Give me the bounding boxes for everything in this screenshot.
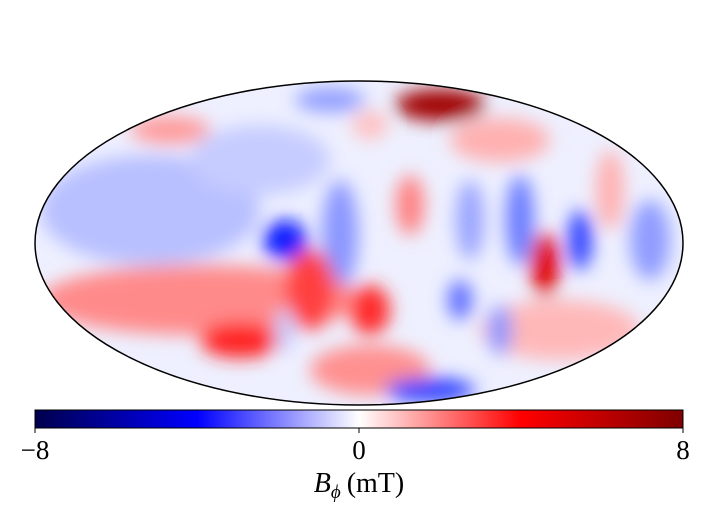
colorbar-label: Bϕ (mT) <box>314 468 404 503</box>
colorbar-tick-label: 8 <box>676 435 690 465</box>
colorbar-tick-label: −8 <box>21 435 50 465</box>
map-field <box>35 81 683 405</box>
label-symbol: B <box>314 468 331 499</box>
colorbar-tick-label: 0 <box>352 435 366 465</box>
label-unit: (mT) <box>347 468 405 499</box>
label-subscript: ϕ <box>331 482 341 503</box>
colorbar <box>34 409 684 429</box>
map-outline <box>34 80 684 406</box>
